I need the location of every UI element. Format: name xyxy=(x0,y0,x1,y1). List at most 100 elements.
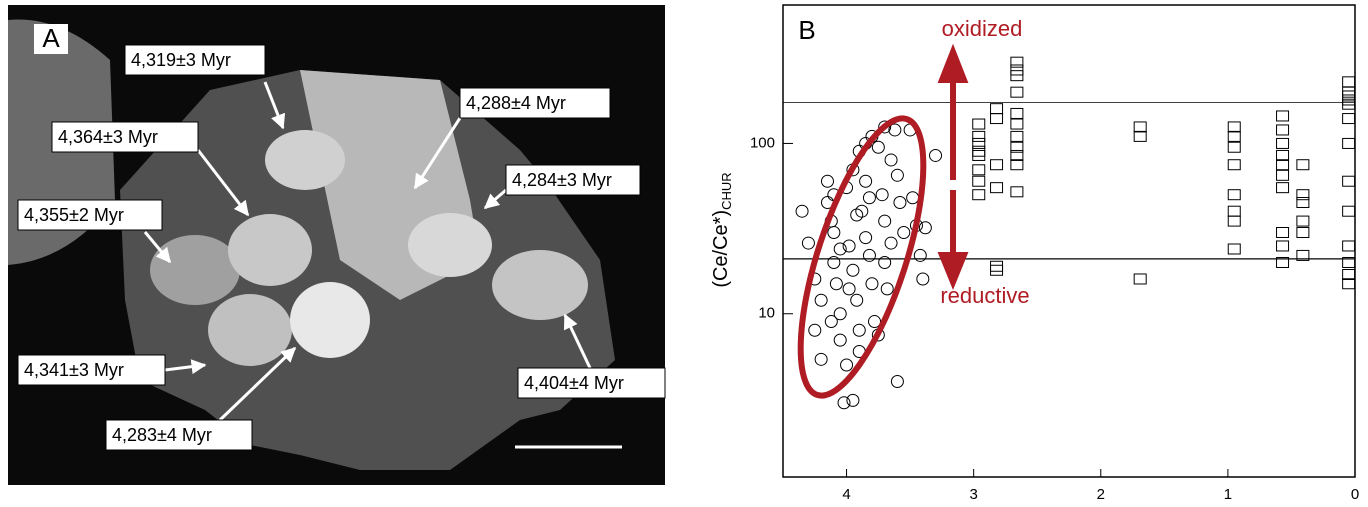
arrow-down xyxy=(937,190,969,290)
point xyxy=(862,191,876,205)
label-box xyxy=(17,199,163,231)
point xyxy=(880,282,894,296)
x-tick-label: 1 xyxy=(1224,486,1232,503)
point xyxy=(990,113,1004,125)
point xyxy=(1342,240,1356,252)
point xyxy=(990,264,1004,276)
point xyxy=(1276,149,1290,161)
y-axis-label: (Ce/Ce*)CHUR xyxy=(710,172,734,287)
point xyxy=(1227,243,1241,255)
panel-a: A xyxy=(8,5,665,485)
age-label: 4,364±3 Myr xyxy=(58,127,158,147)
point xyxy=(1276,110,1290,122)
arrow-up xyxy=(937,43,969,180)
point xyxy=(1010,107,1024,119)
y-label-main: (Ce/Ce*) xyxy=(710,210,732,288)
point xyxy=(868,315,882,329)
point xyxy=(1276,256,1290,268)
point xyxy=(1342,90,1356,102)
point xyxy=(1276,137,1290,149)
point xyxy=(990,103,1004,115)
point xyxy=(1133,273,1147,285)
point xyxy=(1342,268,1356,280)
point xyxy=(814,293,828,307)
spot xyxy=(408,213,492,277)
point xyxy=(890,168,904,182)
point xyxy=(972,164,986,176)
point xyxy=(1010,141,1024,153)
point xyxy=(859,174,873,188)
point xyxy=(878,214,892,228)
point xyxy=(1227,159,1241,171)
point xyxy=(1296,226,1310,238)
point xyxy=(833,307,847,321)
point xyxy=(906,191,920,205)
panel-letter: B xyxy=(798,15,815,45)
label-box xyxy=(105,419,253,451)
age-label: 4,284±3 Myr xyxy=(512,170,612,190)
age-labels: 4,319±3 Myr 4,288±4 Myr 4,364±3 Myr 4,284±3… xyxy=(17,44,666,451)
point xyxy=(1342,94,1356,106)
age-label: 4,283±4 Myr xyxy=(112,425,212,445)
panel-letter-box xyxy=(34,24,68,54)
point xyxy=(871,140,885,154)
age-label: 4,288±4 Myr xyxy=(466,93,566,113)
point xyxy=(884,236,898,250)
point xyxy=(972,130,986,142)
label-box xyxy=(124,44,266,76)
point xyxy=(1010,86,1024,98)
point xyxy=(1010,64,1024,76)
point xyxy=(990,260,1004,272)
point xyxy=(1296,159,1310,171)
label-arrow xyxy=(196,149,250,217)
label-arrow xyxy=(164,359,207,375)
label-box xyxy=(517,367,666,399)
point xyxy=(972,175,986,187)
point xyxy=(850,208,864,222)
point xyxy=(1133,121,1147,133)
spot xyxy=(492,250,588,320)
point xyxy=(1010,186,1024,198)
point xyxy=(1342,137,1356,149)
point xyxy=(840,358,854,372)
x-tick-label: 0 xyxy=(1351,486,1359,503)
point xyxy=(1296,189,1310,201)
point xyxy=(918,221,932,235)
point xyxy=(1342,113,1356,125)
point xyxy=(1010,159,1024,171)
point xyxy=(1227,141,1241,153)
point xyxy=(1276,169,1290,181)
point xyxy=(884,153,898,167)
point xyxy=(833,242,847,256)
point xyxy=(824,315,838,329)
annotation: reductive xyxy=(940,283,1029,308)
label-arrow xyxy=(263,81,286,130)
label-arrow xyxy=(218,346,297,422)
point xyxy=(1342,205,1356,217)
point xyxy=(1010,149,1024,161)
point xyxy=(972,149,986,161)
point xyxy=(842,239,856,253)
point xyxy=(808,323,822,337)
point xyxy=(842,282,856,296)
point xyxy=(801,236,815,250)
point xyxy=(865,277,879,291)
y-tick-label: 10 xyxy=(758,305,775,322)
point xyxy=(862,248,876,262)
point xyxy=(852,323,866,337)
point xyxy=(1133,130,1147,142)
label-arrow xyxy=(143,231,172,264)
label-box xyxy=(51,121,199,153)
point xyxy=(913,248,927,262)
point xyxy=(1276,226,1290,238)
y-tick-label: 100 xyxy=(750,134,775,151)
age-label: 4,319±3 Myr xyxy=(131,50,231,70)
spot xyxy=(150,235,240,305)
point xyxy=(972,145,986,157)
point xyxy=(1276,124,1290,136)
point xyxy=(897,225,911,239)
point xyxy=(1296,215,1310,227)
point xyxy=(1227,189,1241,201)
point xyxy=(972,189,986,201)
